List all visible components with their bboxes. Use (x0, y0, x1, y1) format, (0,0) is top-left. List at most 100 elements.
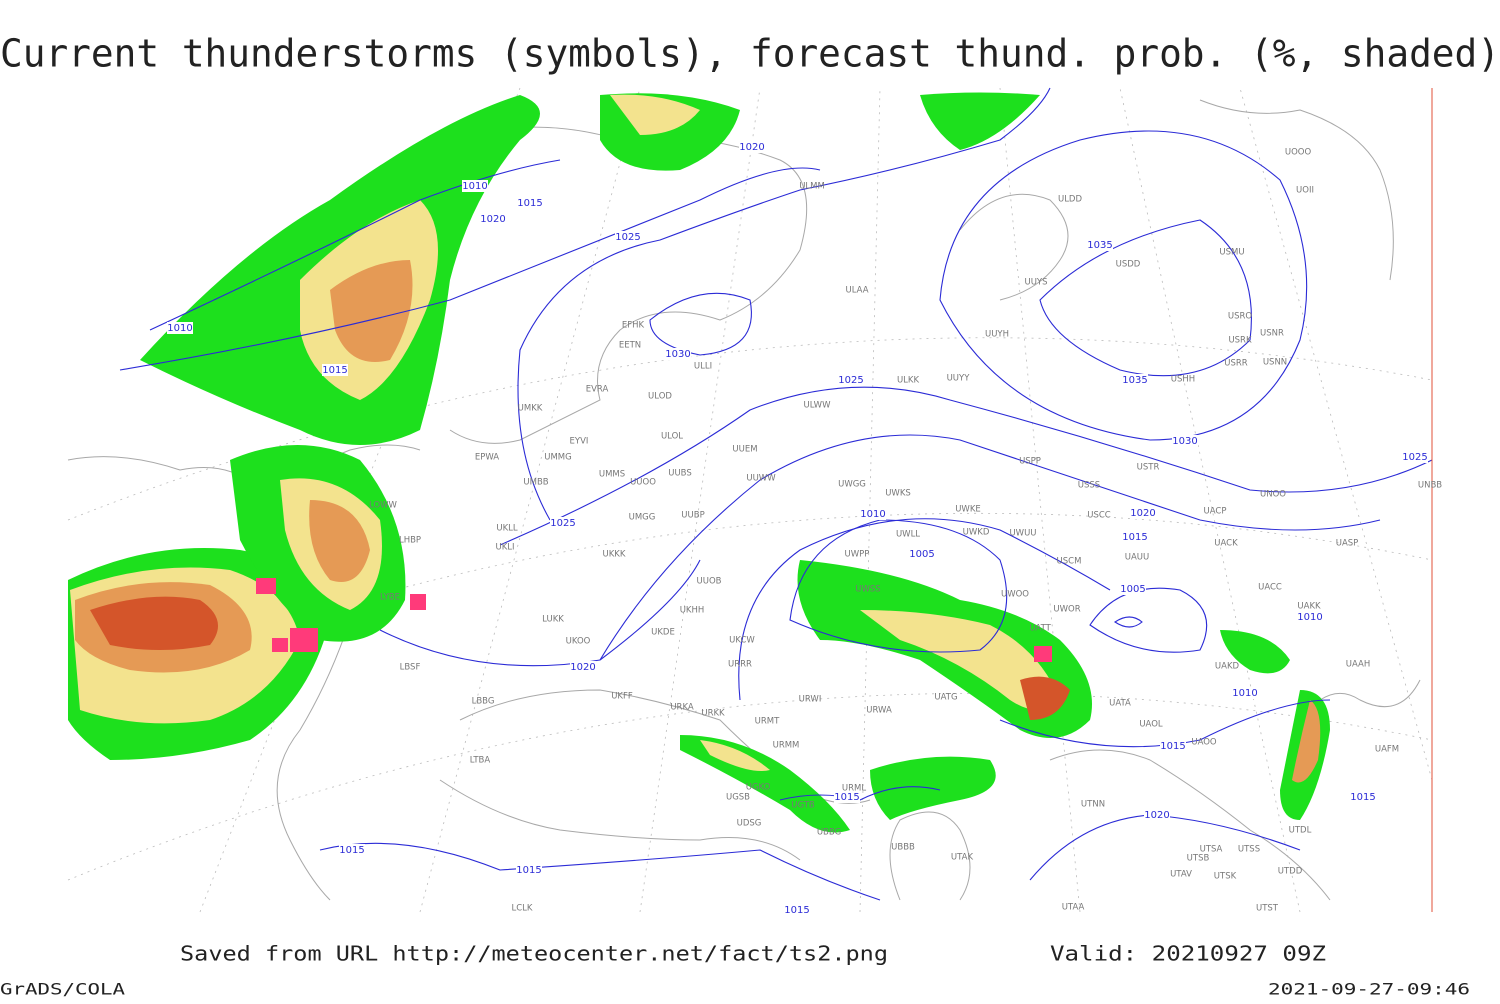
station-code: UKCW (729, 636, 755, 646)
station-code: UOII (1296, 186, 1314, 196)
isobar-label: 1010 (1297, 612, 1322, 623)
station-code: UUYY (947, 374, 971, 384)
station-code: UWOO (1001, 590, 1029, 600)
isobar-label: 1020 (739, 142, 764, 153)
station-code: UAFM (1375, 745, 1399, 755)
station-code: UMGG (629, 513, 656, 523)
isobar-label-bg (1120, 583, 1146, 595)
isobar-label: 1015 (784, 905, 809, 916)
station-code: UTAK (951, 853, 974, 863)
isobar-label-bg (570, 661, 596, 673)
station-code: URRR (728, 660, 752, 670)
isobar-label-bg (339, 844, 365, 856)
station-code: UTSA (1200, 845, 1223, 855)
title: Current thunderstorms (symbols), forecas… (0, 32, 1500, 76)
source-url: Saved from URL http://meteocenter.net/fa… (180, 942, 888, 966)
isobar-label: 1015 (834, 792, 859, 803)
isobar-label-bg (462, 180, 488, 192)
station-code: UBBB (891, 843, 915, 853)
station-code: URKA (670, 703, 694, 713)
station-code: UASP (1336, 539, 1359, 549)
station-code: USRR (1224, 359, 1248, 369)
isobar-label-bg (480, 213, 506, 225)
station-code: UKHH (680, 606, 705, 616)
station-code: UGKO (746, 783, 771, 793)
station-code: USRK (1228, 336, 1252, 346)
station-code: UUOB (697, 577, 722, 587)
isobar-label: 1020 (480, 214, 505, 225)
isobar-label: 1030 (665, 349, 690, 360)
station-code: UDSG (737, 819, 762, 829)
isobar-label: 1025 (838, 375, 863, 386)
isobar-label: 1015 (339, 845, 364, 856)
isobar-label: 1005 (909, 549, 934, 560)
station-code: UATT (1029, 624, 1051, 634)
station-code: UOOO (1285, 148, 1312, 158)
station-code: USCM (1057, 557, 1082, 567)
isobar-label-bg (1232, 687, 1258, 699)
station-code: UWLL (896, 530, 920, 540)
station-code: LOWW (369, 501, 398, 511)
isobar-label-bg (1130, 507, 1156, 519)
station-code: EVRA (586, 385, 609, 395)
isobar-label-bg (322, 364, 348, 376)
isobar-label-bg (1144, 809, 1170, 821)
station-code: UWPP (845, 550, 870, 560)
station-code: UAKD (1215, 662, 1240, 672)
station-code: UTDL (1289, 826, 1312, 836)
station-code: UKLL (496, 524, 518, 534)
isobar-label: 1025 (615, 232, 640, 243)
station-code: UKKK (603, 550, 626, 560)
isobar-label: 1025 (1402, 452, 1427, 463)
station-code: LBSF (400, 663, 421, 673)
station-code: UACK (1214, 539, 1238, 549)
station-code: UNBB (1418, 481, 1442, 491)
station-code: UKOO (566, 637, 591, 647)
isobar-label-bg (1297, 611, 1323, 623)
station-code: ULOL (661, 432, 683, 442)
station-code: ULLI (694, 362, 712, 372)
station-code: UACC (1258, 583, 1282, 593)
isobar-label-bg (784, 904, 810, 916)
station-code: USSS (1078, 481, 1100, 491)
station-code: USTR (1137, 463, 1160, 473)
station-code: URMM (773, 741, 800, 751)
station-code: UGSB (726, 793, 750, 803)
isobar-label-bg (516, 864, 542, 876)
isobar-label-bg (167, 322, 193, 334)
station-code: UMMG (544, 453, 571, 463)
station-code: UATA (1109, 699, 1131, 709)
station-code: UMBB (523, 478, 548, 488)
isobar-label-bg (665, 348, 691, 360)
station-code: URWI (799, 695, 822, 705)
station-code: UTSS (1238, 845, 1260, 855)
station-code: USRO (1228, 312, 1253, 322)
station-code: UAAH (1346, 660, 1370, 670)
station-code: UWUU (1009, 529, 1036, 539)
station-code: UUYH (985, 330, 1009, 340)
station-code: UGTB (791, 801, 815, 811)
station-code: EPWA (475, 453, 499, 463)
station-code: UWGG (838, 480, 866, 490)
isobar-label: 1035 (1087, 240, 1112, 251)
isobar-label: 1015 (517, 198, 542, 209)
station-code: URWA (866, 706, 892, 716)
station-code: EYVI (570, 437, 589, 447)
station-code: USMU (1219, 248, 1244, 258)
isobar-label-bg (615, 231, 641, 243)
station-code: LYBE (380, 593, 400, 603)
station-code: LUKK (542, 615, 564, 625)
station-code: UBBG (817, 828, 841, 838)
station-code: UAUU (1125, 553, 1149, 563)
timestamp: 2021-09-27-09:46 (1268, 980, 1470, 999)
station-code: UTAV (1170, 870, 1192, 880)
station-code: LHBP (399, 536, 421, 546)
isobar-label: 1015 (1122, 532, 1147, 543)
isobar-label-bg (860, 508, 886, 520)
station-code: UUBP (681, 511, 704, 521)
probability-shading (68, 92, 1330, 833)
isobar-label: 1015 (322, 365, 347, 376)
station-code: UTDD (1278, 867, 1303, 877)
station-code: UKLI (495, 543, 514, 553)
software: GrADS/COLA (0, 980, 125, 999)
